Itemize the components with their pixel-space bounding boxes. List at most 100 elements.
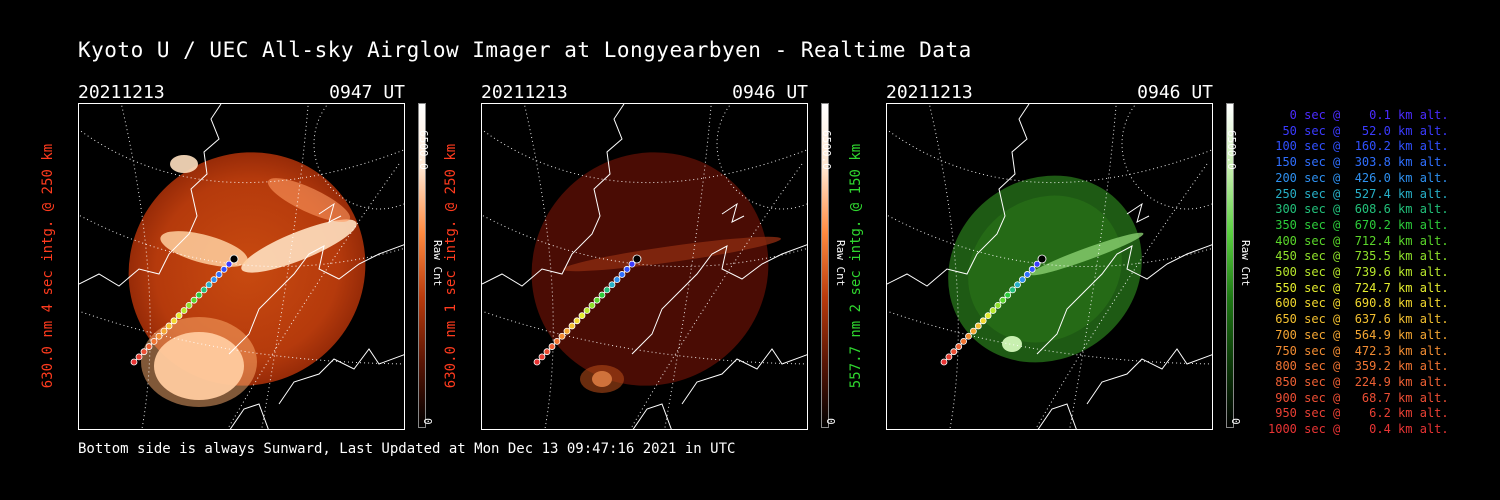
trajectory-point [548,343,556,350]
footer-note: Bottom side is always Sunward, Last Upda… [78,441,736,457]
trajectory-point [135,353,143,361]
trajectory-point [215,271,223,278]
sky-image-frame [78,103,405,430]
trajectory-track [533,254,642,366]
trajectory-point [950,348,958,356]
colorbar-max: 6500.0 [820,130,833,170]
colorbar-min: 0 [824,418,837,425]
trajectory-track [940,254,1047,366]
trajectory-point [588,301,596,309]
trajectory-point [538,353,546,361]
colorbar-unit: Raw Cnt [834,240,847,287]
sky-image [79,104,404,429]
trajectory-point [960,337,967,345]
trajectory-point [225,260,233,268]
trajectory-point [175,312,183,320]
legend-entry: 800 sec @ 359.2 km alt. [1268,359,1449,374]
trajectory-point [1037,254,1047,264]
trajectory-point [160,327,168,335]
trajectory-point [994,301,1002,309]
trajectory-point [984,312,992,320]
trajectory-point [999,296,1007,304]
trajectory-point [974,322,982,330]
legend-entry: 600 sec @ 690.8 km alt. [1268,296,1449,311]
airglow-panel-557nm-2s: 20211213 0946 UT 557.7 nm 2 sec intg. @ … [848,82,1316,430]
trajectory-point [1004,291,1012,299]
colorbar-min: 0 [1229,418,1242,425]
sky-image [482,104,807,429]
legend-entry: 100 sec @ 160.2 km alt. [1268,139,1449,154]
panel-date: 20211213 [886,82,973,103]
legend-entry: 1000 sec @ 0.4 km alt. [1268,422,1449,437]
trajectory-point [140,348,148,356]
legend-entry: 200 sec @ 426.0 km alt. [1268,170,1449,185]
airglow-panel-630nm-4s: 20211213 0947 UT 630.0 nm 4 sec intg. @ … [40,82,508,430]
trajectory-point [593,296,601,304]
trajectory-point [603,286,611,294]
page-title: Kyoto U / UEC All-sky Airglow Imager at … [78,38,972,62]
legend-entry: 50 sec @ 52.0 km alt. [1268,123,1449,138]
colorbar-min: 0 [421,418,434,425]
legend-entry: 550 sec @ 724.7 km alt. [1268,280,1449,295]
trajectory-point [553,337,561,345]
trajectory-point [618,271,626,278]
sky-image-frame [886,103,1213,430]
panel-wavelength-label: 630.0 nm 4 sec intg. @ 250 km [40,143,56,389]
legend-entry: 850 sec @ 224.9 km alt. [1268,374,1449,389]
trajectory-point [170,317,178,325]
trajectory-point [185,301,193,309]
trajectory-point [543,348,551,356]
colorbar [821,103,829,428]
trajectory-point [598,291,606,299]
legend-entry: 450 sec @ 735.5 km alt. [1268,249,1449,264]
trajectory-point [165,322,173,330]
colorbar-max: 6500.0 [1225,130,1238,170]
trajectory-point [1018,276,1026,284]
trajectory-point [1028,265,1036,273]
legend-entry: 500 sec @ 739.6 km alt. [1268,265,1449,280]
legend-entry: 400 sec @ 712.4 km alt. [1268,233,1449,248]
trajectory-point [940,358,948,366]
panel-date: 20211213 [481,82,568,103]
trajectory-point [583,307,591,314]
trajectory-point [1014,281,1021,289]
legend-entry: 750 sec @ 472.3 km alt. [1268,343,1449,358]
trajectory-point [945,353,953,361]
trajectory-point [558,332,566,340]
trajectory-point [205,281,213,289]
panel-date: 20211213 [78,82,165,103]
colorbar [418,103,426,428]
trajectory-point [195,291,203,299]
legend-entry: 950 sec @ 6.2 km alt. [1268,406,1449,421]
trajectory-point [155,332,163,340]
legend-entry: 250 sec @ 527.4 km alt. [1268,186,1449,201]
legend-entry: 700 sec @ 564.9 km alt. [1268,327,1449,342]
trajectory-point [989,307,997,314]
trajectory-point [573,317,581,325]
legend-entry: 900 sec @ 68.7 km alt. [1268,390,1449,405]
trajectory-point [229,254,239,264]
legend-entry: 150 sec @ 303.8 km alt. [1268,155,1449,170]
trajectory-point [578,312,586,320]
colorbar [1226,103,1234,428]
trajectory-point [628,260,636,268]
panel-wavelength-label: 630.0 nm 1 sec intg. @ 250 km [443,143,459,389]
trajectory-point [965,332,972,340]
trajectory-point [1033,260,1041,268]
trajectory-point [608,281,616,289]
trajectory-point [1009,286,1016,294]
trajectory-point [200,286,208,294]
trajectory-point [533,358,541,366]
altitude-legend: 0 sec @ 0.1 km alt. 50 sec @ 52.0 km alt… [1268,108,1449,438]
trajectory-point [568,322,576,330]
sky-image [887,104,1212,429]
trajectory-point [613,276,621,284]
colorbar-unit: Raw Cnt [1239,240,1252,287]
legend-entry: 0 sec @ 0.1 km alt. [1268,108,1449,122]
trajectory-point [970,327,977,335]
trajectory-point [150,337,158,345]
trajectory-point [623,265,631,273]
trajectory-point [130,358,138,366]
trajectory-point [180,307,188,314]
trajectory-point [563,327,571,335]
